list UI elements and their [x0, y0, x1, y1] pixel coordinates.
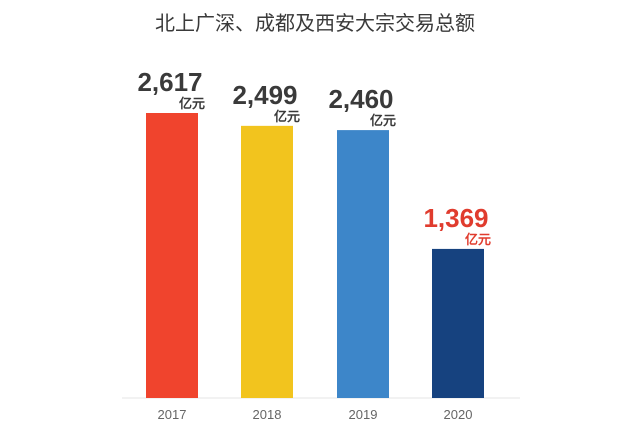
x-tick-label-2018: 2018: [253, 407, 282, 422]
bars-layer: 2,617亿元20172,499亿元20182,460亿元20191,369亿元…: [137, 67, 491, 422]
bar-2020: [432, 248, 484, 398]
bar-2017: [146, 113, 198, 398]
bar-2019: [337, 130, 389, 398]
bar-2018: [241, 125, 293, 399]
unit-label-2017: 亿元: [179, 96, 205, 111]
chart-title: 北上广深、成都及西安大宗交易总额: [155, 12, 475, 35]
value-label-2019: 2,460: [328, 84, 393, 114]
unit-label-2020: 亿元: [465, 232, 491, 247]
value-label-2020: 1,369: [423, 203, 488, 233]
value-label-2018: 2,499: [232, 80, 297, 110]
value-label-2017: 2,617: [137, 67, 202, 97]
x-tick-label-2017: 2017: [158, 407, 187, 422]
x-tick-label-2019: 2019: [349, 407, 378, 422]
x-tick-label-2020: 2020: [444, 407, 473, 422]
unit-label-2018: 亿元: [274, 109, 300, 124]
unit-label-2019: 亿元: [370, 113, 396, 128]
